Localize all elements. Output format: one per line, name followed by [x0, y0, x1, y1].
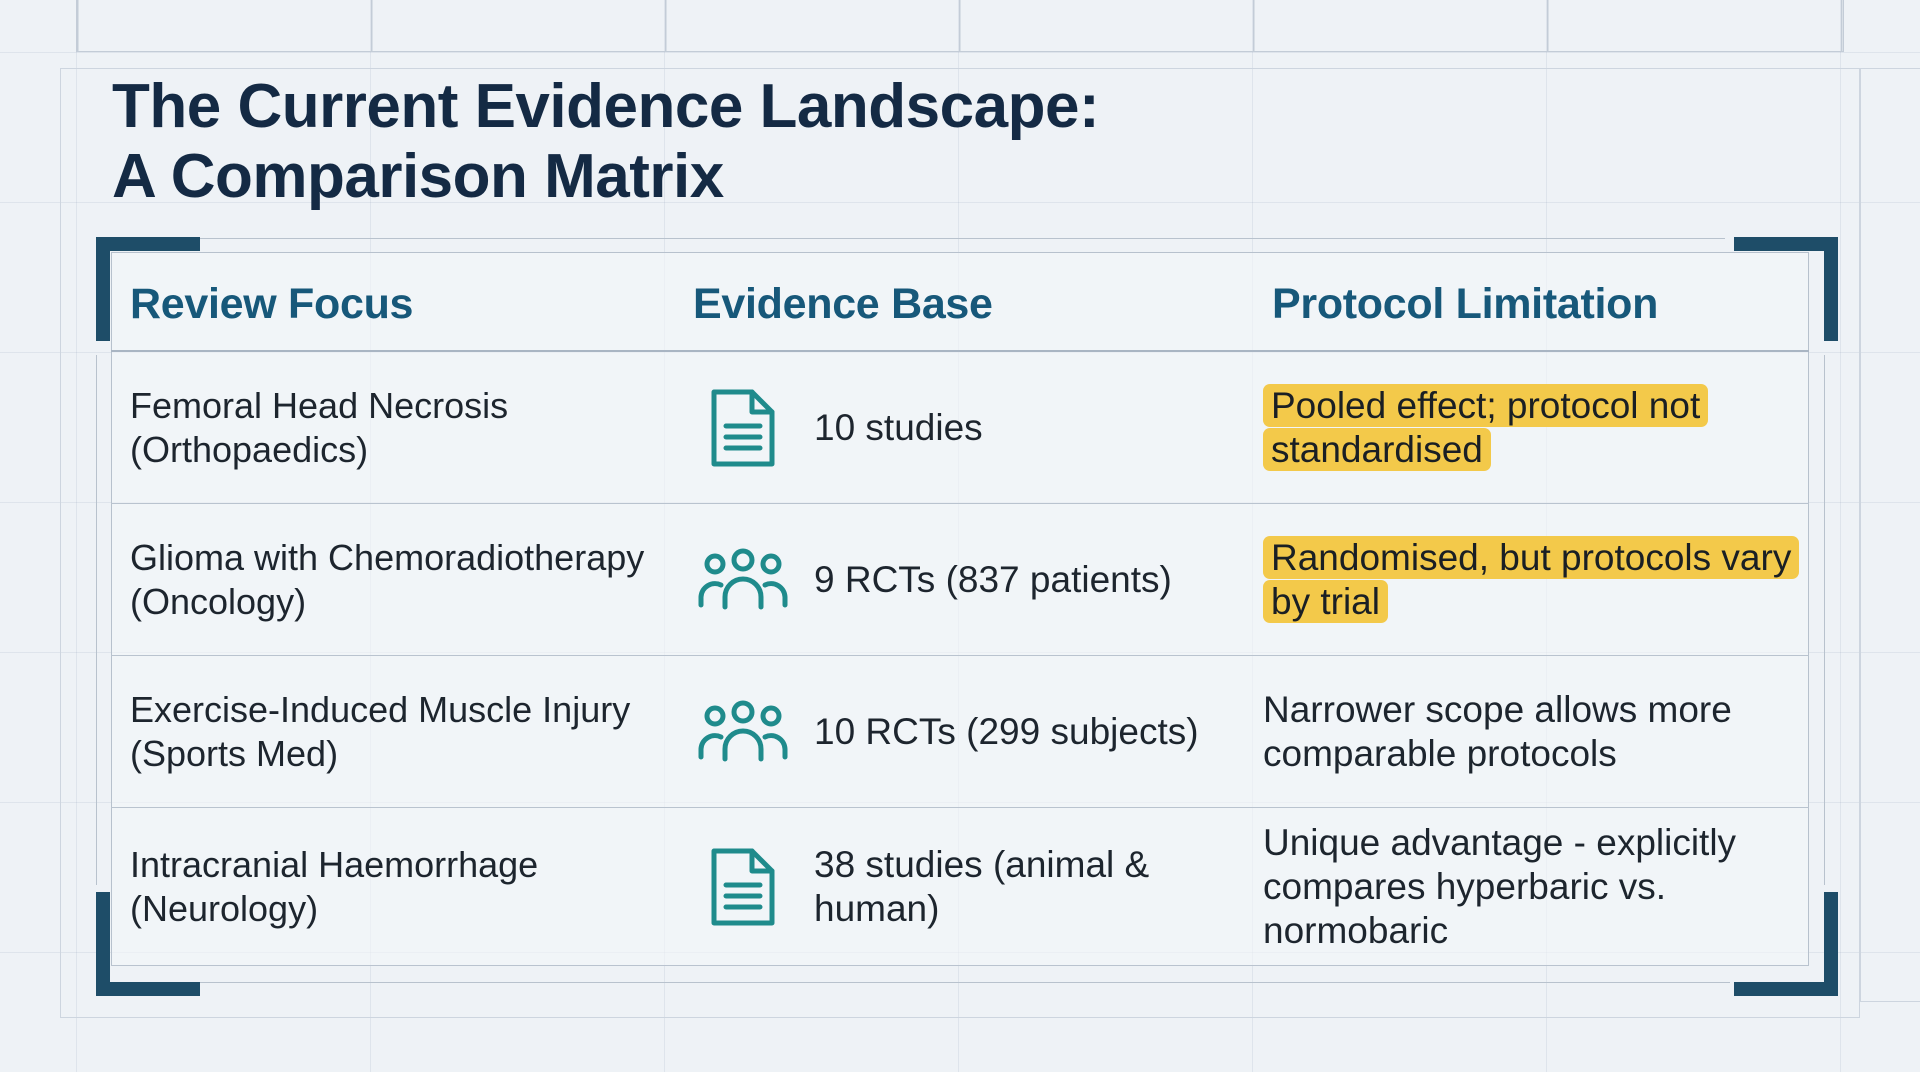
- protocol-limitation-cell: Narrower scope allows more comparable pr…: [1263, 688, 1732, 774]
- comparison-table: [111, 252, 1809, 966]
- table-row: Glioma with Chemoradiotherapy (Oncology)…: [111, 504, 1809, 656]
- evidence-base-cell: 10 studies: [814, 406, 983, 448]
- right-dimension-line: [1824, 355, 1825, 885]
- review-focus-cell: Intracranial Haemorrhage (Neurology): [130, 843, 670, 931]
- limitation-highlight: Randomised, but protocols vary by trial: [1263, 535, 1800, 623]
- slide-title: The Current Evidence Landscape: A Compar…: [112, 72, 1100, 212]
- corner-bracket-top-right: [1734, 237, 1838, 341]
- document-icon: [695, 384, 791, 472]
- review-focus-specialty: (Oncology): [130, 580, 307, 622]
- left-dimension-line: [96, 355, 97, 885]
- corner-bracket-bottom-left: [96, 892, 200, 996]
- corner-bracket-top-left: [96, 237, 200, 341]
- review-focus-specialty: (Sports Med): [130, 732, 339, 774]
- bottom-dimension-line: [190, 982, 1730, 983]
- people-icon: [695, 536, 791, 624]
- limitation-highlight: Pooled effect; protocol not standardised: [1263, 383, 1709, 471]
- corner-bracket-bottom-right: [1734, 892, 1838, 996]
- table-header-row: Review Focus Evidence Base Protocol Limi…: [111, 252, 1809, 352]
- title-line-1: The Current Evidence Landscape:: [112, 72, 1100, 141]
- review-focus-title: Glioma with Chemoradiotherapy: [130, 536, 645, 578]
- review-focus-specialty: (Orthopaedics): [130, 428, 369, 470]
- table-row: Femoral Head Necrosis (Orthopaedics) 10 …: [111, 352, 1809, 504]
- evidence-base-cell: 38 studies (animal & human): [814, 843, 1150, 929]
- top-dimension-line: [195, 238, 1725, 239]
- review-focus-cell: Femoral Head Necrosis (Orthopaedics): [130, 384, 670, 472]
- review-focus-title: Femoral Head Necrosis: [130, 384, 509, 426]
- header-review-focus: Review Focus: [130, 280, 414, 328]
- evidence-base-cell: 10 RCTs (299 subjects): [814, 710, 1199, 752]
- table-row: Exercise-Induced Muscle Injury (Sports M…: [111, 656, 1809, 808]
- review-focus-cell: Glioma with Chemoradiotherapy (Oncology): [130, 536, 670, 624]
- review-focus-title: Exercise-Induced Muscle Injury: [130, 688, 631, 730]
- evidence-base-cell: 9 RCTs (837 patients): [814, 558, 1172, 600]
- header-protocol-limitation: Protocol Limitation: [1272, 280, 1659, 328]
- protocol-limitation-cell: Randomised, but protocols vary by trial: [1263, 535, 1800, 624]
- review-focus-cell: Exercise-Induced Muscle Injury (Sports M…: [130, 688, 670, 776]
- protocol-limitation-cell: Pooled effect; protocol not standardised: [1263, 383, 1793, 472]
- title-line-2: A Comparison Matrix: [112, 142, 724, 211]
- table-row: Intracranial Haemorrhage (Neurology) 38 …: [111, 808, 1809, 966]
- people-icon: [695, 688, 791, 776]
- protocol-limitation-cell: Unique advantage - explicitly compares h…: [1263, 821, 1737, 951]
- document-icon: [695, 843, 791, 931]
- right-side-frame: [1860, 68, 1920, 1002]
- top-frame: [76, 0, 1844, 52]
- header-evidence-base: Evidence Base: [693, 280, 993, 328]
- review-focus-specialty: (Neurology): [130, 887, 319, 929]
- review-focus-title: Intracranial Haemorrhage: [130, 843, 539, 885]
